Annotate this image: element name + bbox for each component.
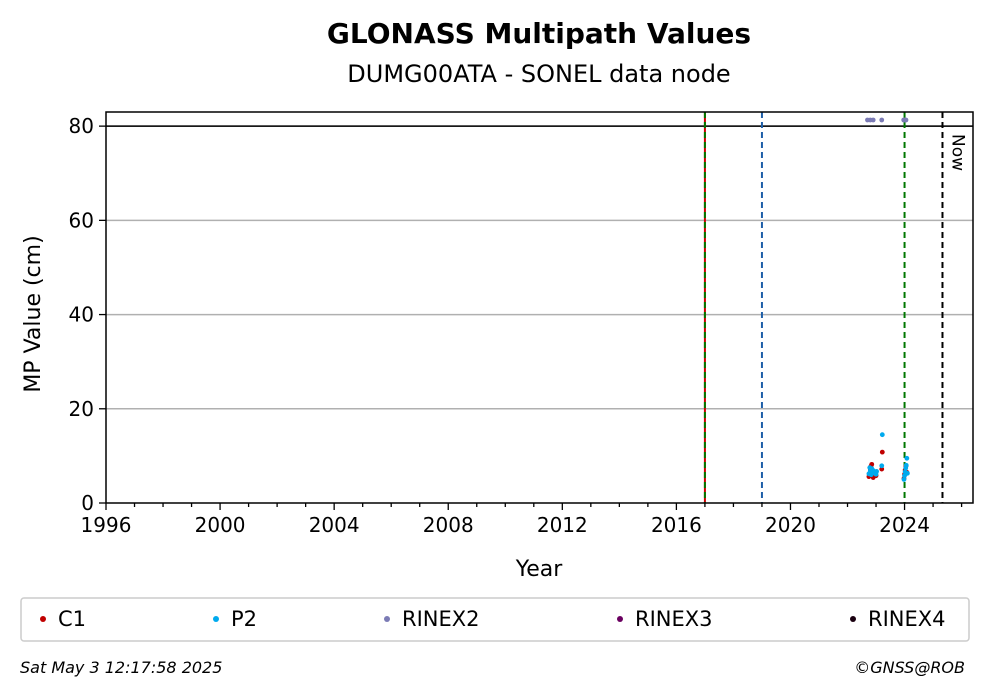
- plot-frame: [105, 111, 974, 504]
- x-tick-label: 2024: [879, 513, 930, 537]
- data-point-p2: [874, 469, 880, 474]
- now-label: Now: [947, 134, 967, 171]
- legend-marker: [850, 616, 856, 622]
- plot-area: Now 1996 2000 2004 2008 2012 2016 2020 2024 0 20 40…: [69, 111, 974, 537]
- x-tick-label: 1996: [81, 513, 132, 537]
- x-tick-label: 2008: [423, 513, 474, 537]
- legend-marker: [384, 616, 390, 622]
- y-axis-label: MP Value (cm): [21, 235, 46, 392]
- x-tick-label: 2004: [309, 513, 360, 537]
- legend-marker: [40, 616, 46, 622]
- data-point-p2: [905, 470, 910, 476]
- data-point-rinex2: [879, 117, 885, 123]
- legend-label: P2: [231, 607, 257, 631]
- data-point-p2: [904, 455, 910, 461]
- legend-marker: [617, 616, 623, 622]
- data-point-p2: [903, 462, 909, 468]
- y-tick-label: 40: [69, 303, 94, 327]
- legend-label: RINEX2: [402, 607, 480, 631]
- footer-credit: ©GNSS@ROB: [854, 658, 965, 677]
- data-point-p2: [901, 477, 907, 482]
- x-tick-label: 2016: [651, 513, 702, 537]
- legend-label: RINEX4: [868, 607, 946, 631]
- chart-subtitle: DUMG00ATA - SONEL data node: [347, 60, 730, 88]
- data-point-c1: [879, 449, 885, 455]
- y-tick-label: 80: [69, 114, 94, 138]
- data-point-c1: [879, 466, 885, 472]
- legend-label: C1: [58, 607, 86, 631]
- x-tick-label: 2000: [195, 513, 246, 537]
- data-point-rinex2: [870, 117, 876, 123]
- y-tick-label: 60: [69, 208, 94, 232]
- x-tick-label: 2012: [537, 513, 588, 537]
- chart-title: GLONASS Multipath Values: [327, 17, 751, 50]
- y-tick-label: 0: [81, 491, 94, 515]
- footer-timestamp: Sat May 3 12:17:58 2025: [20, 658, 223, 677]
- data-point-rinex2: [903, 117, 909, 123]
- y-tick-label: 20: [69, 397, 94, 421]
- x-tick-label: 2020: [765, 513, 816, 537]
- legend: C1 P2 RINEX2 RINEX3 RINEX4: [20, 597, 970, 642]
- legend-label: RINEX3: [635, 607, 713, 631]
- legend-marker: [213, 616, 219, 622]
- data-point-p2: [879, 463, 885, 469]
- data-point-p2: [879, 432, 885, 438]
- x-axis-label: Year: [515, 557, 564, 582]
